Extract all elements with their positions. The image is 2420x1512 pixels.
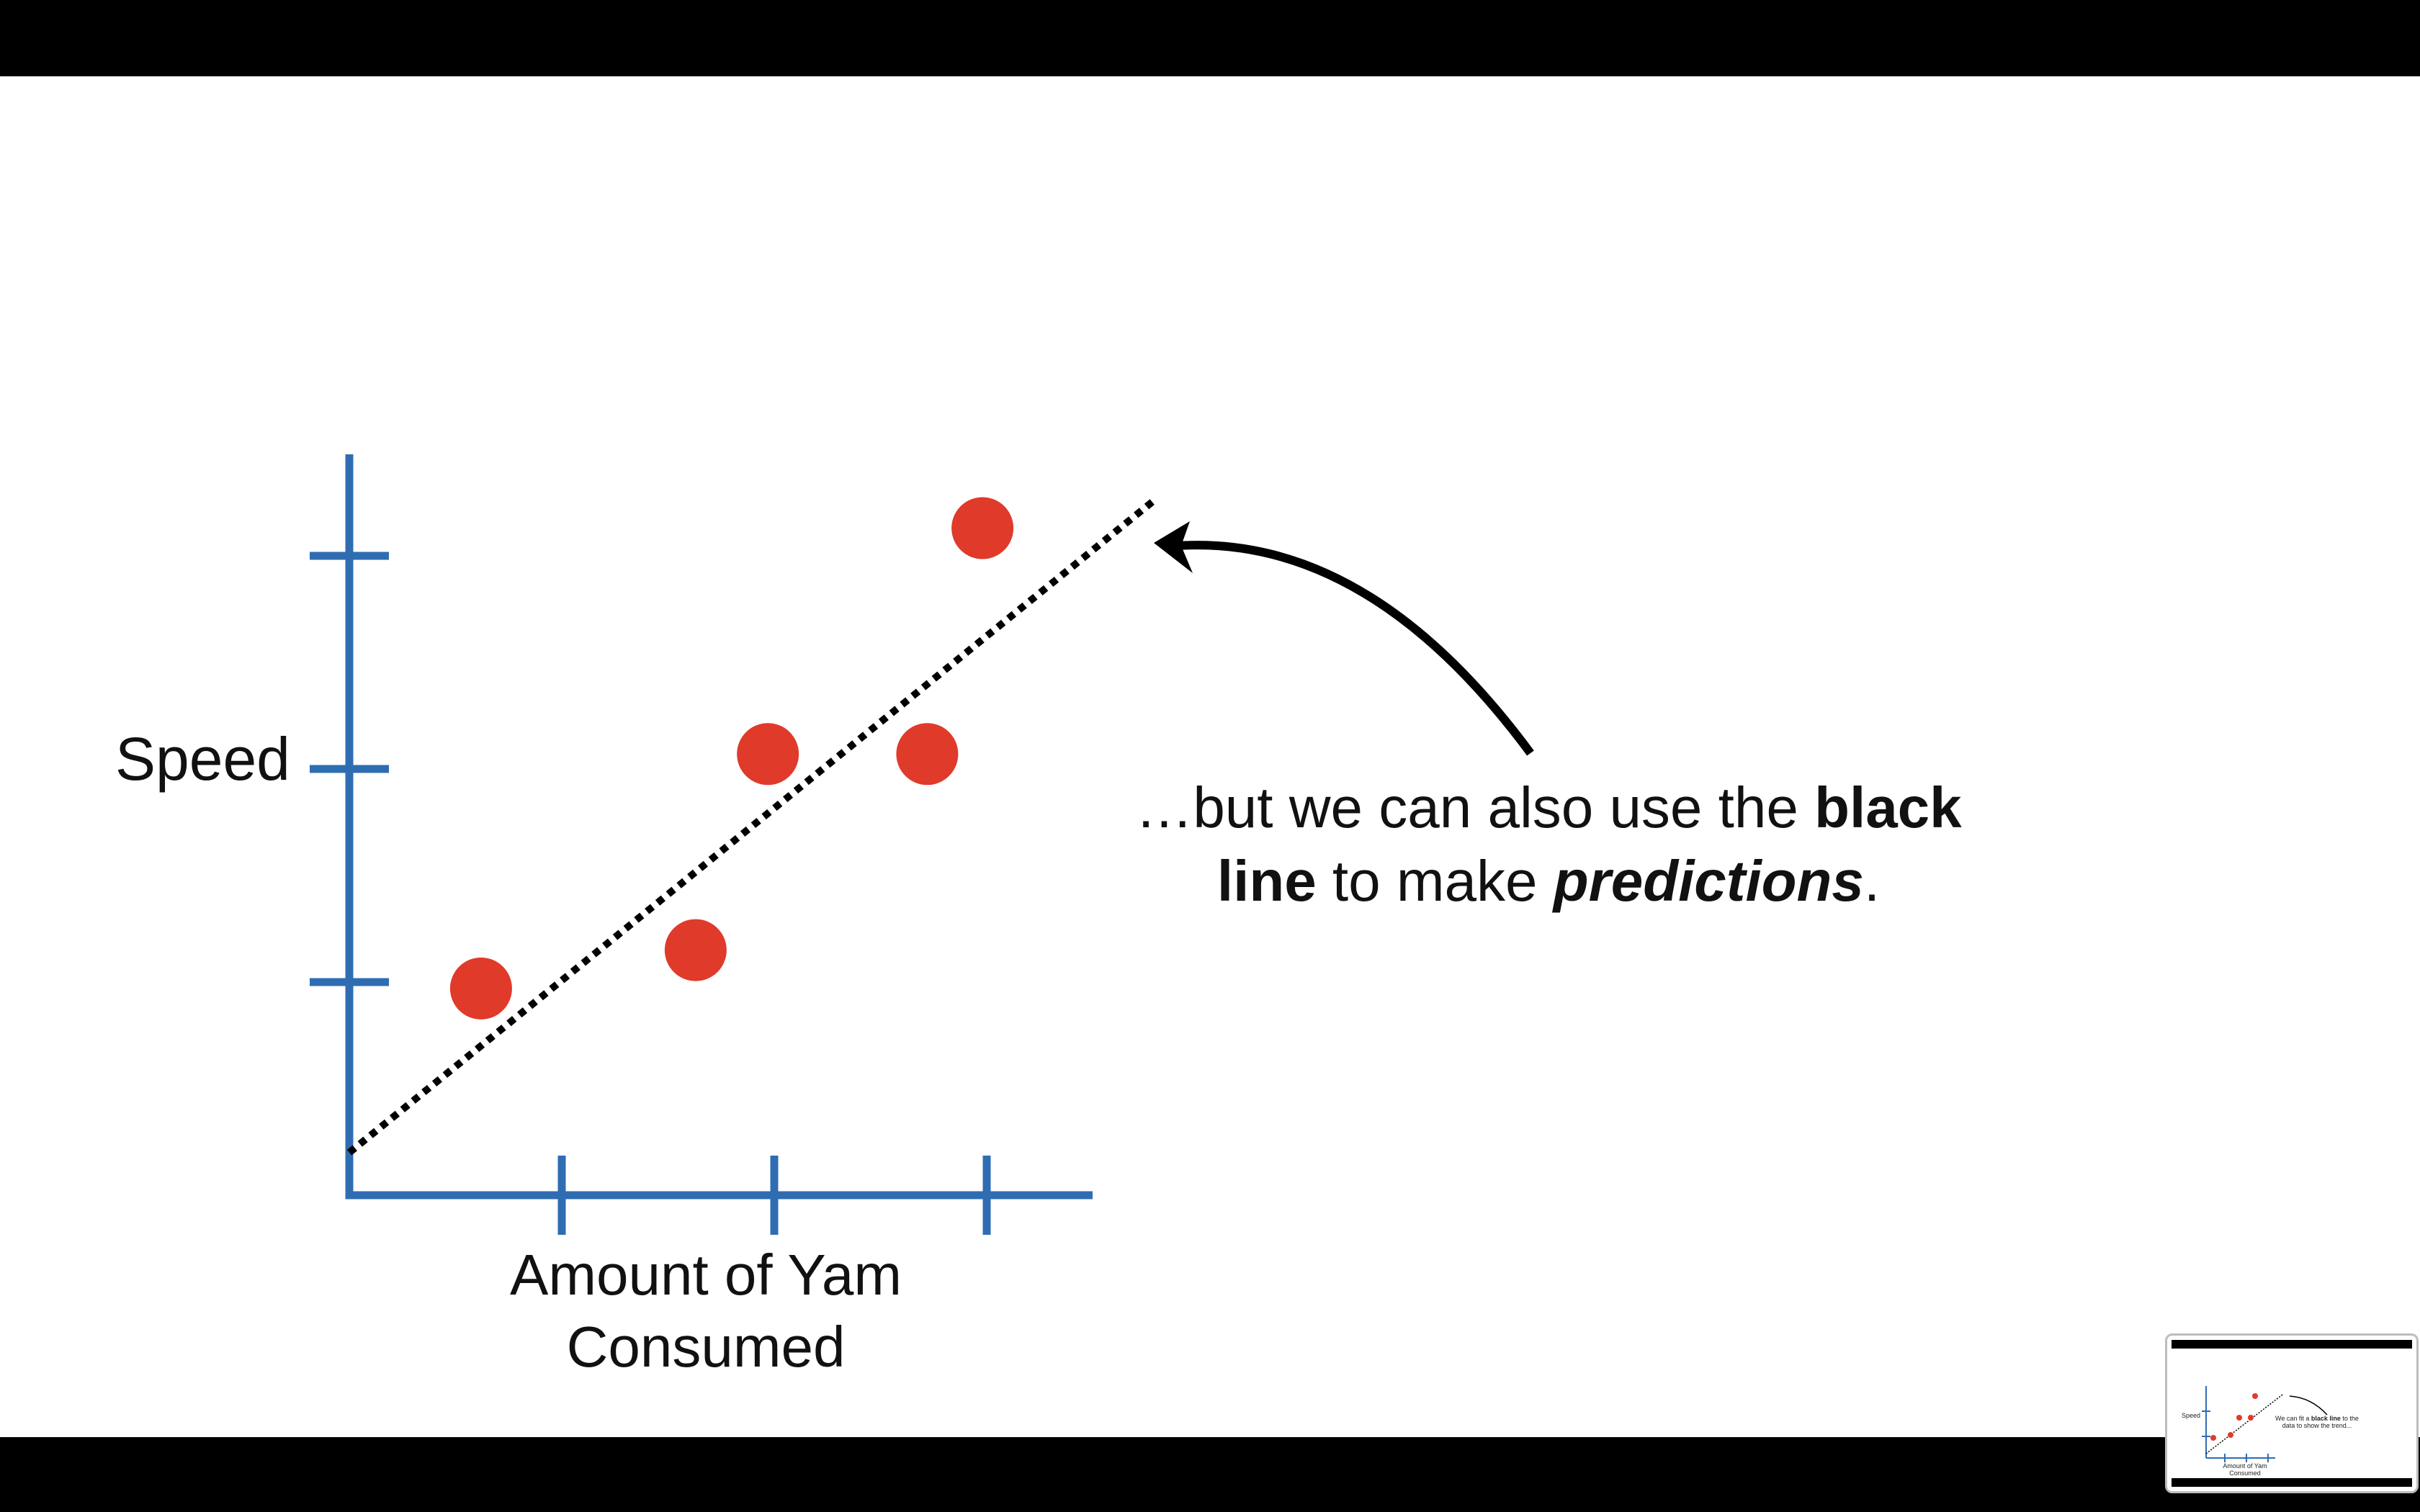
thumbnail-caption-bold: black line	[2311, 1415, 2341, 1422]
slide-thumbnail[interactable]: Speed Amount of Yam Consumed We can fit …	[2165, 1333, 2419, 1493]
axes	[310, 454, 1093, 1235]
letterbox-top	[0, 0, 2420, 76]
annotation-arrow	[1154, 521, 1534, 756]
thumbnail-caption-2: to the data to show the trend...	[2282, 1415, 2359, 1429]
caption-text-1: …but we can also use the	[1135, 775, 1815, 840]
thumbnail-chart	[2202, 1386, 2328, 1462]
thumbnail-letterbox-top	[2172, 1340, 2412, 1349]
scatter-chart	[310, 454, 1534, 1235]
thumbnail-arrow	[2289, 1395, 2328, 1416]
points-group	[449, 497, 1014, 1020]
data-point-5	[951, 497, 1014, 559]
data-point-3	[737, 723, 799, 786]
thumbnail-axes	[2202, 1386, 2275, 1462]
thumbnail-x-label: Amount of Yam Consumed	[2223, 1462, 2267, 1477]
thumbnail-trend-line	[2205, 1394, 2283, 1454]
letterbox-bottom	[0, 1437, 2420, 1512]
data-point-4	[896, 723, 959, 786]
caption-predictions: predictions	[1553, 849, 1864, 913]
x-axis-label: Amount of Yam Consumed	[510, 1243, 902, 1379]
data-point-1	[449, 957, 512, 1020]
thumbnail-caption-1: We can fit a	[2275, 1415, 2311, 1422]
thumbnail-caption: We can fit a black line to the data to s…	[2274, 1415, 2360, 1429]
arrow-curve	[1177, 541, 1534, 756]
caption: …but we can also use the black line to m…	[1080, 771, 2017, 918]
caption-text-2: to make	[1316, 849, 1554, 913]
thumbnail-letterbox-bottom	[2172, 1478, 2412, 1487]
thumbnail-y-label: Speed	[2182, 1412, 2201, 1419]
caption-text-3: .	[1863, 849, 1881, 913]
data-point-2	[664, 919, 727, 981]
thumbnail-points	[2210, 1393, 2258, 1441]
arrow-head	[1154, 521, 1193, 573]
slide: Speed Amount of Yam Consumed …but we can…	[0, 76, 2420, 1437]
y-axis-label: Speed	[115, 725, 290, 793]
caption-bold-black-line: black line	[1216, 775, 1962, 913]
trend-line-group	[346, 495, 1160, 1156]
trend-line	[346, 495, 1160, 1156]
